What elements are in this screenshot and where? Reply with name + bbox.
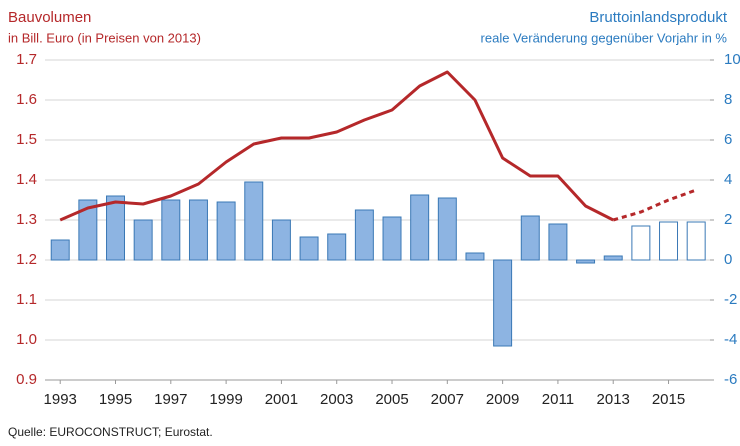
x-tick-label: 1999 (209, 391, 242, 408)
line (612, 188, 697, 222)
bar (327, 233, 347, 261)
bar (271, 219, 291, 261)
x-tick-label: 1997 (154, 391, 187, 408)
y-tick-label: 1.7 (16, 51, 37, 68)
y2-tick-label: 10 (724, 51, 740, 68)
x-tick-label: 2001 (265, 391, 298, 408)
x-tick-label: 2007 (431, 391, 464, 408)
y-tick-label: 1.0 (16, 331, 37, 348)
y2-tick-label: -4 (724, 331, 737, 348)
bar (299, 236, 319, 261)
bar (686, 221, 706, 261)
bar (520, 215, 540, 261)
y-tick-label: 1.3 (16, 211, 37, 228)
x-tick-label: 1993 (44, 391, 77, 408)
y-tick-label: 1.5 (16, 131, 37, 148)
y2-tick-label: -2 (724, 291, 737, 308)
x-tick-label: 2005 (375, 391, 408, 408)
bar (216, 201, 236, 261)
bar (603, 255, 623, 261)
bar (493, 259, 513, 347)
y2-tick-label: 6 (724, 131, 732, 148)
x-tick-label: 2013 (597, 391, 630, 408)
line (59, 70, 614, 222)
y-tick-label: 1.1 (16, 291, 37, 308)
y2-tick-label: 0 (724, 251, 732, 268)
bar (161, 199, 181, 261)
source: Quelle: EUROCONSTRUCT; Eurostat. (8, 425, 213, 439)
bar (50, 239, 70, 261)
bar (631, 225, 651, 261)
x-tick-label: 2003 (320, 391, 353, 408)
bar (576, 259, 596, 264)
bar (354, 209, 374, 261)
left-axis-label: in Bill. Euro (in Preisen von 2013) (8, 30, 201, 45)
x-tick-label: 2009 (486, 391, 519, 408)
y-tick-label: 1.4 (16, 171, 37, 188)
bar (133, 219, 153, 261)
y-tick-label: 0.9 (16, 371, 37, 388)
y2-tick-label: 8 (724, 91, 732, 108)
bar (659, 221, 679, 261)
bar (465, 252, 485, 261)
x-tick-label: 2015 (652, 391, 685, 408)
bar (382, 216, 402, 261)
right-axis-label: reale Veränderung gegenüber Vorjahr in % (481, 30, 728, 45)
y2-tick-label: 2 (724, 211, 732, 228)
left-title: Bauvolumen (8, 9, 91, 26)
y2-tick-label: 4 (724, 171, 732, 188)
bar (410, 194, 430, 261)
bar (437, 197, 457, 261)
bar (78, 199, 98, 261)
bar (106, 195, 125, 261)
y-tick-label: 1.6 (16, 91, 37, 108)
y2-tick-label: -6 (724, 371, 737, 388)
bar (244, 181, 264, 261)
right-title: Bruttoinlandsprodukt (589, 9, 727, 26)
bar (188, 199, 208, 261)
x-tick-label: 2011 (542, 391, 574, 408)
bar (548, 223, 568, 261)
x-tick-label: 1995 (99, 391, 132, 408)
y-tick-label: 1.2 (16, 251, 37, 268)
